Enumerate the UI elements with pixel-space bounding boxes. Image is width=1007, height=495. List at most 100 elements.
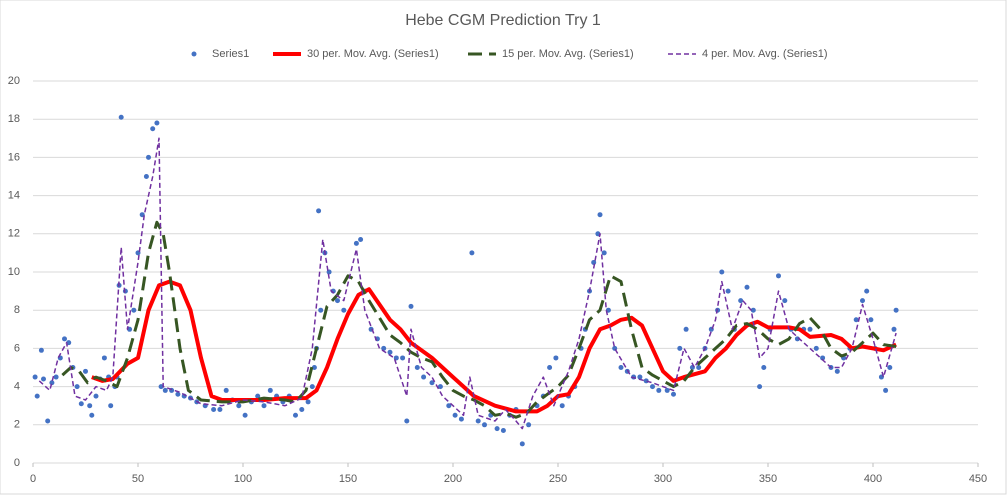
data-point: [725, 288, 731, 294]
data-point: [807, 326, 813, 332]
data-point: [500, 428, 506, 434]
legend-label: 4 per. Mov. Avg. (Series1): [702, 48, 828, 60]
data-point: [429, 380, 435, 386]
data-point: [217, 407, 223, 413]
x-tick-label: 350: [759, 473, 777, 485]
x-tick-label: 400: [864, 473, 882, 485]
x-tick-label: 200: [444, 473, 462, 485]
data-point: [87, 403, 93, 409]
y-tick-label: 4: [14, 381, 20, 393]
data-point: [813, 345, 819, 351]
data-point: [696, 365, 702, 370]
data-point: [547, 365, 553, 370]
data-point: [597, 212, 603, 218]
data-point: [32, 374, 38, 380]
data-point: [893, 307, 899, 313]
data-point: [482, 422, 487, 428]
data-point: [146, 154, 151, 160]
data-point: [326, 269, 332, 275]
data-point: [293, 412, 298, 418]
data-point: [404, 418, 410, 424]
data-point: [452, 412, 458, 418]
moving-average-line: [61, 220, 897, 419]
data-point: [421, 374, 427, 380]
y-tick-label: 16: [8, 151, 20, 163]
data-point: [122, 288, 128, 294]
data-point: [677, 345, 683, 351]
data-point: [162, 387, 168, 393]
y-tick-label: 18: [8, 113, 20, 125]
data-point: [656, 387, 662, 393]
y-tick-label: 14: [8, 190, 20, 202]
data-point: [335, 298, 340, 304]
data-point: [53, 374, 59, 380]
data-point: [820, 355, 826, 361]
data-point: [316, 208, 322, 214]
data-point: [469, 250, 475, 256]
data-point: [891, 326, 897, 332]
data-point: [475, 418, 481, 424]
data-point: [757, 384, 763, 390]
legend-marker: [191, 51, 197, 57]
legend-label: 15 per. Mov. Avg. (Series1): [502, 48, 634, 60]
data-point: [93, 393, 99, 399]
data-point: [150, 126, 156, 132]
data-point: [650, 384, 655, 390]
data-point: [341, 307, 347, 313]
data-point: [309, 384, 315, 390]
y-tick-label: 2: [14, 419, 20, 431]
data-point: [89, 412, 95, 418]
data-point: [83, 368, 88, 374]
data-point: [131, 307, 137, 313]
data-point: [719, 269, 725, 275]
data-point: [78, 401, 84, 407]
data-point: [62, 336, 67, 342]
data-point: [744, 284, 750, 290]
data-point: [782, 298, 788, 304]
data-point: [305, 399, 311, 405]
data-point: [311, 365, 317, 370]
data-point: [618, 365, 624, 370]
data-point: [458, 416, 464, 422]
data-point: [255, 393, 261, 399]
data-point: [158, 384, 164, 390]
data-point: [101, 355, 107, 361]
x-tick-label: 450: [969, 473, 987, 485]
data-point: [408, 303, 414, 309]
data-point: [108, 403, 114, 409]
data-point: [671, 391, 676, 397]
data-point: [446, 403, 452, 409]
data-point: [261, 403, 267, 409]
y-tick-label: 8: [14, 304, 20, 316]
data-point: [49, 380, 55, 386]
data-point: [868, 317, 874, 323]
data-point: [526, 422, 532, 428]
x-tick-label: 300: [654, 473, 672, 485]
data-point: [864, 288, 870, 294]
x-tick-label: 50: [132, 473, 144, 485]
y-tick-label: 0: [14, 457, 20, 469]
data-point: [236, 403, 242, 409]
y-tick-label: 10: [8, 266, 20, 278]
y-tick-label: 20: [8, 75, 20, 87]
x-tick-label: 100: [234, 473, 252, 485]
data-point: [175, 391, 181, 397]
data-point: [299, 407, 305, 413]
data-point: [883, 387, 889, 393]
data-point: [358, 237, 364, 243]
x-tick-label: 150: [339, 473, 357, 485]
data-point: [738, 298, 744, 304]
legend-label: Series1: [212, 48, 249, 60]
data-point: [400, 355, 406, 361]
data-point: [387, 349, 393, 355]
data-point: [553, 355, 559, 361]
data-point: [776, 273, 781, 279]
chart-title: Hebe CGM Prediction Try 1: [405, 12, 601, 29]
data-point: [750, 307, 756, 313]
data-point: [860, 298, 865, 304]
x-tick-label: 0: [30, 473, 36, 485]
data-point: [211, 407, 217, 413]
data-point: [414, 365, 420, 370]
data-point: [154, 120, 160, 126]
